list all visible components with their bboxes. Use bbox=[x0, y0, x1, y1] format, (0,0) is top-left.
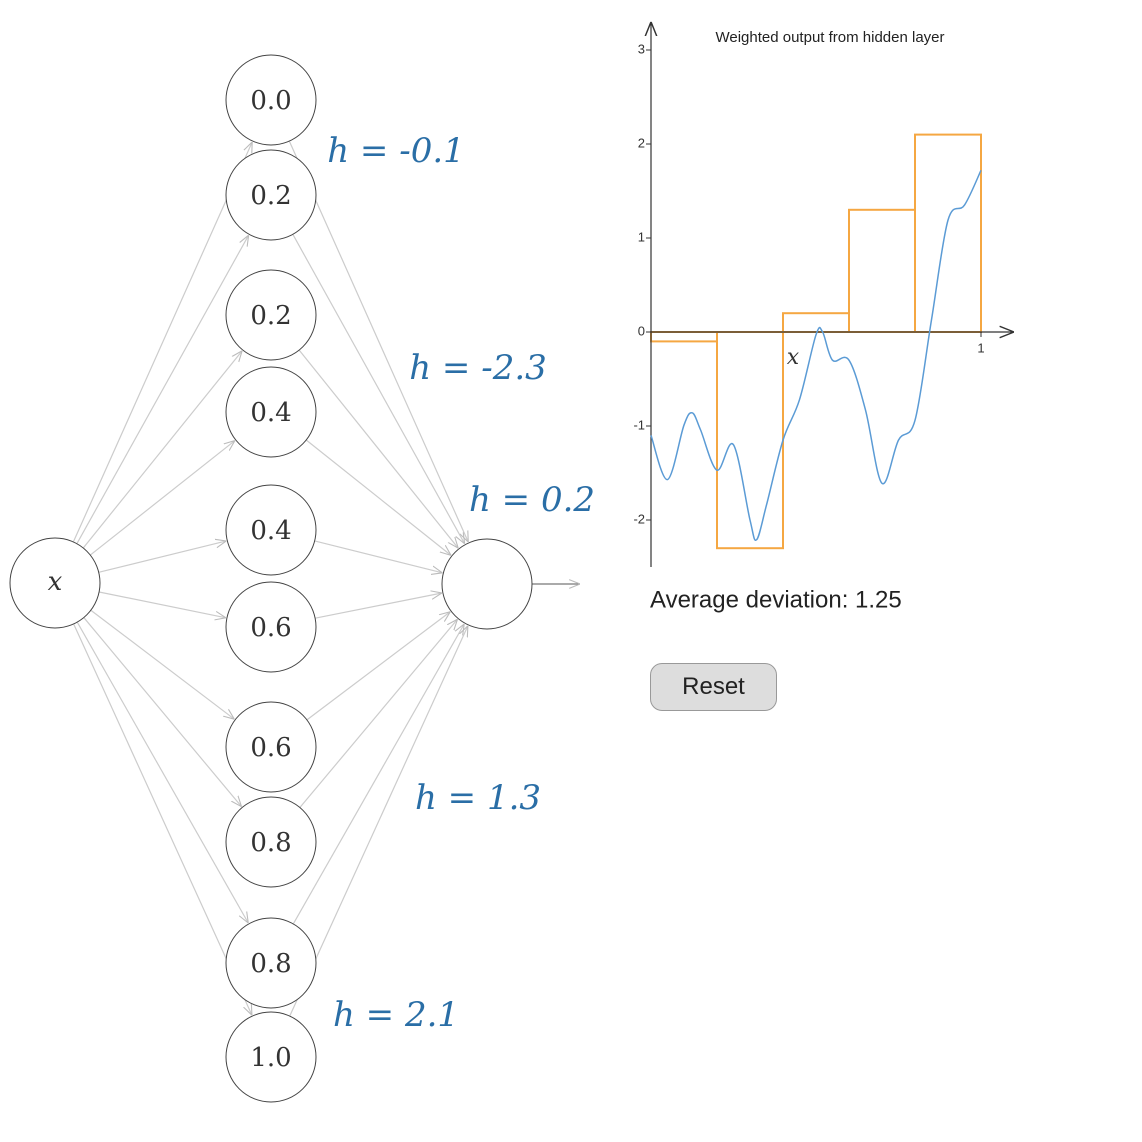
neuron-label: 0.8 bbox=[250, 949, 291, 979]
weight-label: h = 2.1 bbox=[333, 995, 459, 1035]
x-tick-label: 1 bbox=[977, 340, 984, 355]
chart: -2 -1 0 1 2 3 1 x Weighted output from hidden la… bbox=[633, 21, 1014, 567]
chart-title: Weighted output from hidden layer bbox=[715, 29, 944, 46]
step-bar bbox=[650, 331, 718, 343]
neuron bbox=[225, 581, 317, 673]
y-tick-label: -2 bbox=[633, 511, 645, 526]
y-tick-label: 2 bbox=[638, 135, 645, 150]
weight-label: h = -0.1 bbox=[327, 131, 465, 171]
connection bbox=[82, 351, 242, 549]
neuron-label: 0.2 bbox=[250, 301, 291, 331]
network: 0.0 0.2 0.2 0.4 0.4 0.6 0.6 0.8 0.8 1.0 x h = -0.1 h… bbox=[9, 54, 595, 1103]
y-tick-label: 3 bbox=[638, 41, 645, 56]
step-bar bbox=[914, 133, 982, 333]
neuron-label: 0.4 bbox=[250, 398, 291, 428]
connection bbox=[298, 349, 458, 548]
x-axis-label: x bbox=[787, 345, 800, 370]
connection bbox=[305, 439, 451, 555]
y-tick-label: -1 bbox=[633, 417, 645, 432]
connection bbox=[72, 142, 252, 543]
weight-label: h = 1.3 bbox=[415, 778, 541, 818]
connection bbox=[292, 234, 465, 543]
connection bbox=[98, 541, 227, 573]
connection bbox=[292, 624, 464, 925]
connection bbox=[73, 623, 252, 1015]
neuron bbox=[225, 54, 317, 146]
connection bbox=[76, 235, 249, 544]
y-tick-label: 1 bbox=[638, 229, 645, 244]
neuron bbox=[441, 538, 533, 630]
connection bbox=[89, 441, 235, 556]
neuron-label: 1.0 bbox=[250, 1043, 291, 1073]
neuron bbox=[225, 917, 317, 1009]
weight-label: h = -2.3 bbox=[409, 348, 547, 388]
connection bbox=[299, 619, 458, 808]
neuron bbox=[225, 796, 317, 888]
connection bbox=[314, 540, 443, 573]
connection bbox=[83, 617, 242, 807]
neuron bbox=[225, 1011, 317, 1103]
neuron bbox=[225, 149, 317, 241]
connection bbox=[76, 621, 248, 923]
neuron-label: 0.4 bbox=[250, 516, 291, 546]
input-label: x bbox=[48, 567, 63, 597]
curve bbox=[650, 169, 982, 542]
neuron bbox=[225, 701, 317, 793]
neuron bbox=[225, 484, 317, 576]
neuron-label: 0.2 bbox=[250, 181, 291, 211]
neuron-label: 0.8 bbox=[250, 828, 291, 858]
connection bbox=[288, 140, 468, 542]
neuron-label: 0.6 bbox=[250, 613, 291, 643]
connection bbox=[90, 609, 235, 719]
step-bar bbox=[716, 331, 784, 550]
weight-label: h = 0.2 bbox=[469, 480, 595, 520]
step-bar bbox=[782, 312, 850, 334]
y-tick-label: 0 bbox=[638, 323, 645, 338]
neuron-label: 0.6 bbox=[250, 733, 291, 763]
connection bbox=[289, 626, 468, 1017]
neuron bbox=[9, 537, 101, 629]
neuron bbox=[225, 269, 317, 361]
reset-button[interactable]: Reset bbox=[650, 663, 777, 711]
step-bar bbox=[848, 208, 916, 333]
neuron-label: 0.0 bbox=[250, 86, 291, 116]
deviation: Average deviation: 1.25 bbox=[650, 586, 902, 613]
connection bbox=[315, 593, 442, 619]
connection bbox=[98, 591, 226, 618]
connection bbox=[306, 612, 450, 721]
neuron bbox=[225, 366, 317, 458]
